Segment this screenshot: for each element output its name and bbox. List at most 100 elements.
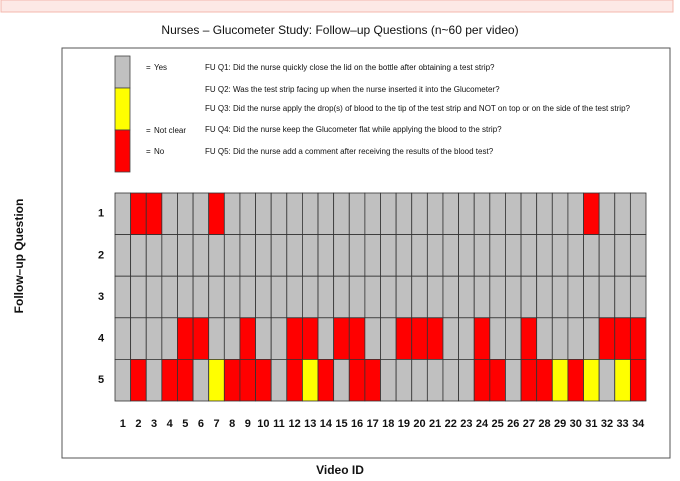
heatmap-cell bbox=[411, 358, 428, 402]
x-tick-label: 19 bbox=[398, 418, 410, 430]
legend-symbol: = bbox=[146, 63, 151, 72]
heatmap-cell bbox=[333, 234, 350, 277]
heatmap-cell bbox=[270, 317, 288, 360]
heatmap-cell bbox=[583, 234, 600, 277]
y-tick-label: 1 bbox=[98, 208, 104, 220]
x-tick-label: 20 bbox=[413, 418, 425, 430]
question-text: FU Q2: Was the test strip facing up when… bbox=[205, 85, 500, 94]
heatmap-cell bbox=[286, 234, 303, 277]
heatmap-cell bbox=[411, 192, 428, 235]
heatmap-cell bbox=[629, 192, 647, 235]
heatmap-cell bbox=[629, 317, 647, 360]
x-tick-label: 17 bbox=[367, 418, 379, 430]
heatmap-cell bbox=[130, 358, 147, 402]
heatmap-cell bbox=[177, 234, 194, 277]
heatmap-cell bbox=[489, 317, 506, 360]
heatmap-cell bbox=[145, 317, 163, 360]
heatmap-cell bbox=[520, 275, 538, 319]
heatmap-cell bbox=[458, 358, 475, 402]
plot-frame bbox=[61, 47, 671, 459]
heatmap-cell bbox=[161, 192, 178, 235]
x-tick-label: 23 bbox=[460, 418, 472, 430]
legend-swatch bbox=[114, 55, 131, 89]
heatmap-cell bbox=[505, 317, 522, 360]
heatmap-cell bbox=[270, 234, 288, 277]
x-tick-label: 5 bbox=[182, 418, 188, 430]
heatmap-cell bbox=[333, 192, 350, 235]
x-tick-label: 12 bbox=[288, 418, 300, 430]
heatmap-cell bbox=[473, 317, 491, 360]
x-tick-label: 11 bbox=[273, 418, 285, 430]
x-tick-label: 34 bbox=[632, 418, 645, 430]
heatmap-cell bbox=[536, 275, 553, 319]
heatmap-cell bbox=[598, 358, 616, 402]
heatmap-cell bbox=[395, 317, 413, 360]
heatmap-cell bbox=[395, 275, 413, 319]
heatmap-cell bbox=[223, 234, 241, 277]
heatmap-cell bbox=[255, 275, 272, 319]
heatmap-cell bbox=[364, 317, 381, 360]
heatmap-cell bbox=[442, 275, 459, 319]
heatmap-cell bbox=[145, 234, 163, 277]
x-axis-label: Video ID bbox=[316, 463, 364, 477]
heatmap-cell bbox=[130, 317, 147, 360]
x-tick-label: 25 bbox=[492, 418, 504, 430]
heatmap-cell bbox=[536, 317, 553, 360]
x-tick-label: 28 bbox=[538, 418, 550, 430]
heatmap-cell bbox=[223, 317, 241, 360]
heatmap-cell bbox=[302, 317, 319, 360]
heatmap-cell bbox=[536, 234, 553, 277]
heatmap-cell bbox=[348, 275, 366, 319]
heatmap-cell bbox=[286, 317, 303, 360]
x-tick-label: 30 bbox=[570, 418, 582, 430]
heatmap-cell bbox=[270, 358, 288, 402]
heatmap-cell bbox=[473, 234, 491, 277]
heatmap-cell bbox=[145, 192, 163, 235]
heatmap-cell bbox=[208, 358, 225, 402]
heatmap-cell bbox=[192, 358, 210, 402]
legend-label: No bbox=[154, 147, 165, 156]
heatmap-cell bbox=[364, 275, 381, 319]
heatmap-cell bbox=[161, 275, 178, 319]
x-tick-label: 16 bbox=[351, 418, 363, 430]
heatmap-cell bbox=[489, 192, 506, 235]
top-bar bbox=[0, 0, 674, 13]
heatmap-cell bbox=[192, 275, 210, 319]
heatmap-cell bbox=[348, 358, 366, 402]
heatmap-cell bbox=[114, 275, 132, 319]
heatmap-cell bbox=[223, 358, 241, 402]
heatmap-cell bbox=[114, 358, 132, 402]
heatmap-cell bbox=[583, 192, 600, 235]
heatmap-cell bbox=[114, 192, 132, 235]
heatmap-cell bbox=[177, 275, 194, 319]
heatmap-cell bbox=[192, 192, 210, 235]
heatmap-cell bbox=[239, 358, 256, 402]
heatmap-cell bbox=[239, 317, 256, 360]
heatmap-cell bbox=[192, 317, 210, 360]
question-text: FU Q5: Did the nurse add a comment after… bbox=[205, 147, 494, 156]
heatmap-cell bbox=[161, 358, 178, 402]
heatmap-cell bbox=[177, 192, 194, 235]
heatmap-cell bbox=[520, 234, 538, 277]
heatmap-cell bbox=[223, 192, 241, 235]
heatmap-cell bbox=[442, 317, 459, 360]
heatmap-cell bbox=[239, 234, 256, 277]
heatmap-cell bbox=[208, 234, 225, 277]
heatmap-cell bbox=[208, 275, 225, 319]
heatmap-cell bbox=[114, 234, 132, 277]
heatmap-cell bbox=[380, 317, 397, 360]
legend-label: Yes bbox=[154, 63, 167, 72]
heatmap-cell bbox=[567, 192, 584, 235]
heatmap-cell bbox=[286, 275, 303, 319]
legend-swatch bbox=[114, 87, 131, 131]
heatmap-cell bbox=[270, 275, 288, 319]
heatmap-cell bbox=[505, 358, 522, 402]
x-tick-label: 10 bbox=[257, 418, 269, 430]
heatmap-cell bbox=[317, 275, 335, 319]
heatmap-cell bbox=[270, 192, 288, 235]
heatmap-cell bbox=[426, 358, 444, 402]
heatmap-cell bbox=[598, 192, 616, 235]
heatmap-cell bbox=[380, 358, 397, 402]
heatmap-cell bbox=[458, 192, 475, 235]
heatmap-cell bbox=[442, 358, 459, 402]
